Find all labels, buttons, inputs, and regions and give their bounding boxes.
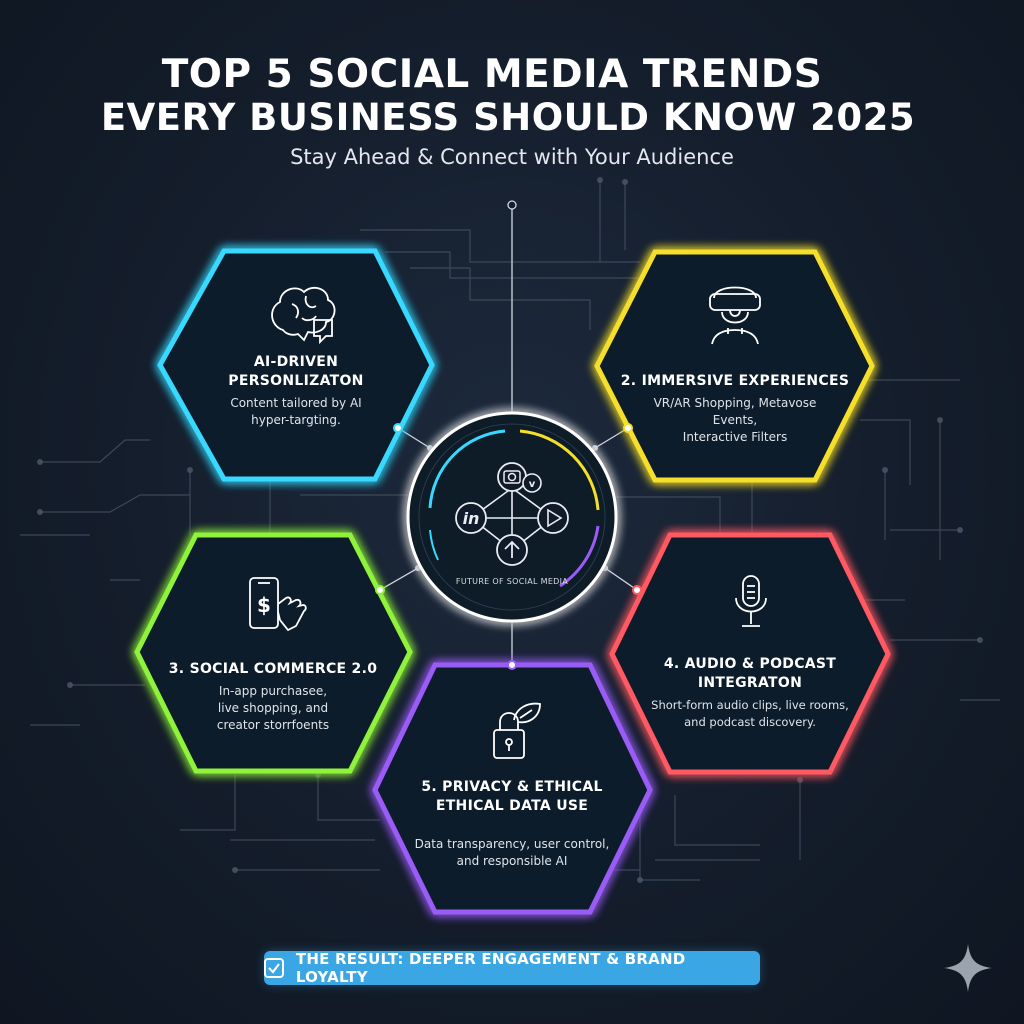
trend-title: AI-DRIVEN PERSONLIZATON (228, 354, 364, 389)
trend-description: Data transparency, user control, and res… (414, 837, 610, 868)
svg-text:v: v (529, 479, 536, 490)
trend-card-audio-podcast: 4. AUDIO & PODCAST INTEGRATON Short-form… (628, 655, 872, 731)
trend-description: Short-form audio clips, live rooms, and … (651, 698, 849, 729)
result-banner: THE RESULT: DEEPER ENGAGEMENT & BRAND LO… (264, 950, 760, 986)
result-text: THE RESULT: DEEPER ENGAGEMENT & BRAND LO… (295, 950, 686, 986)
trend-card-immersive-experiences: 2. IMMERSIVE EXPERIENCES VR/AR Shopping,… (612, 372, 858, 446)
sparkle-icon (944, 944, 992, 992)
vimeo-icon: v (522, 473, 542, 493)
trend-card-ai-personalization: AI-DRIVEN PERSONLIZATON Content tailored… (180, 353, 412, 429)
svg-text:in: in (463, 509, 480, 528)
linkedin-icon: in (455, 502, 487, 534)
hub-connectors (379, 205, 638, 662)
trend-title: 5. PRIVACY & ETHICAL ETHICAL DATA USE (421, 779, 603, 814)
play-icon (537, 502, 569, 534)
central-hub: v in (406, 411, 618, 623)
hexagon-audio-podcast (609, 532, 891, 775)
hexagon-immersive-experiences (594, 249, 875, 483)
microphone-icon (735, 575, 767, 627)
trend-description: Content tailored by AI hyper-targting. (230, 396, 362, 427)
hexagon-privacy-ethics (372, 660, 653, 915)
vr-headset-icon (709, 286, 761, 345)
trend-description: VR/AR Shopping, Metavose Events, Interac… (653, 396, 817, 444)
trend-card-privacy-ethics: 5. PRIVACY & ETHICAL ETHICAL DATA USE Da… (392, 778, 632, 870)
camera-icon (497, 462, 527, 492)
upload-icon (496, 534, 528, 566)
trend-description: In-app purchasee, live shopping, and cre… (216, 684, 330, 732)
page-title-line2: EVERY BUSINESS SHOULD KNOW 2025 (100, 96, 916, 139)
hub-label: FUTURE OF SOCIAL MEDIA (455, 577, 569, 586)
lock-leaf-icon (493, 702, 541, 759)
phone-dollar-icon: $ (249, 577, 307, 632)
page-subtitle: Stay Ahead & Connect with Your Audience (290, 145, 734, 169)
svg-text:$: $ (257, 593, 271, 617)
page-title-line1: TOP 5 SOCIAL MEDIA TRENDS (161, 52, 823, 97)
trend-title: 2. IMMERSIVE EXPERIENCES (620, 373, 850, 389)
hexagon-ai-personalization (157, 248, 435, 482)
trend-title: 3. SOCIAL COMMERCE 2.0 (168, 661, 378, 677)
checkbox-icon (264, 958, 284, 978)
hexagon-social-commerce (134, 532, 413, 774)
trend-title: 4. AUDIO & PODCAST INTEGRATON (663, 656, 837, 691)
trend-card-social-commerce: 3. SOCIAL COMMERCE 2.0 In-app purchasee,… (154, 660, 392, 734)
brain-chat-icon (271, 286, 336, 345)
